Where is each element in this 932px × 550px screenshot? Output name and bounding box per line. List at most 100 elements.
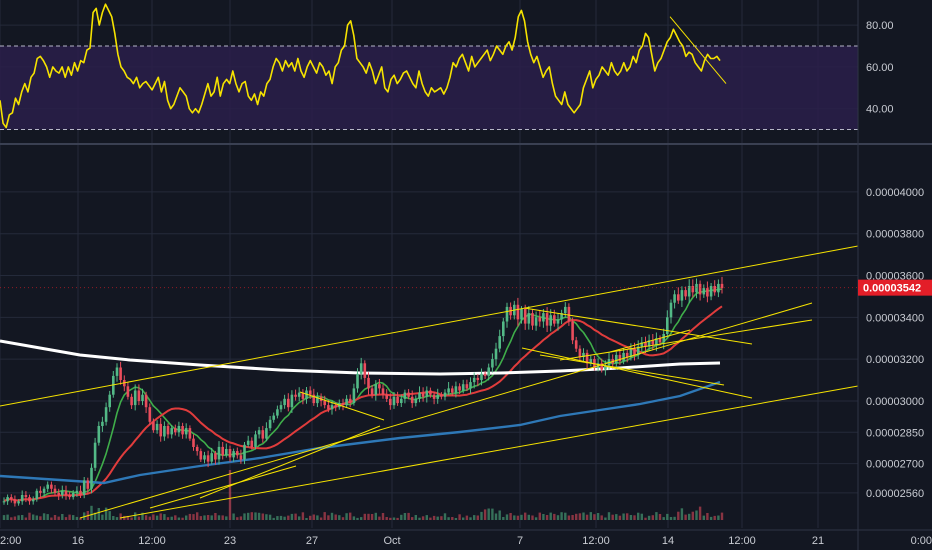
candle-body: [290, 394, 294, 408]
candle-body: [615, 354, 618, 364]
candle-body: [108, 394, 111, 408]
volume-bar: [24, 517, 28, 520]
volume-bar: [553, 513, 556, 520]
trendline-0: [0, 245, 859, 407]
volume-bar: [97, 508, 100, 520]
volume-bar: [323, 512, 326, 520]
volume-bar: [254, 512, 257, 520]
volume-bar: [243, 513, 246, 520]
candle-body: [334, 405, 337, 408]
candle-body: [2, 501, 6, 503]
volume-bar: [305, 518, 308, 520]
volume-bar: [57, 516, 60, 520]
volume-bar: [698, 506, 702, 520]
x-tick-label: 12:00: [138, 535, 166, 547]
volume-bar: [174, 515, 177, 520]
volume-bar: [232, 513, 235, 520]
candle-body: [31, 499, 35, 502]
volume-bar: [352, 516, 356, 520]
candle-body: [633, 348, 636, 355]
candle-body: [345, 398, 348, 406]
volume-bar: [531, 515, 534, 520]
volume-bar: [225, 516, 228, 520]
candle-body: [480, 373, 483, 381]
candle-body: [174, 428, 177, 433]
candle-body: [86, 480, 90, 489]
candle-body: [625, 352, 629, 358]
volume-bar: [545, 515, 549, 520]
volume-bar: [170, 516, 173, 520]
candle-body: [527, 313, 531, 324]
volume-bar: [64, 517, 68, 520]
candle-body: [297, 392, 301, 397]
volume-bar: [294, 513, 297, 520]
volume-bar: [101, 514, 104, 520]
candle-body: [363, 363, 367, 378]
volume-bar: [400, 514, 403, 520]
candle-body: [130, 396, 133, 406]
volume-bar: [396, 517, 399, 520]
volume-bar: [268, 514, 272, 520]
candle-body: [669, 302, 673, 318]
candle-body: [542, 313, 545, 322]
volume-bar: [662, 517, 665, 520]
volume-bar: [582, 512, 585, 520]
volume-bar: [411, 517, 414, 520]
candle-body: [203, 455, 206, 460]
volume-bar: [163, 514, 166, 520]
volume-bar: [695, 510, 698, 520]
candle-body: [472, 377, 476, 383]
volume-bar: [148, 516, 151, 520]
candle-body: [622, 352, 625, 362]
volume-bar: [629, 515, 633, 520]
candle-body: [370, 388, 374, 395]
candle-body: [279, 405, 283, 410]
volume-bar: [185, 515, 188, 520]
price-tick-label: 0.00003600: [866, 271, 924, 283]
candle-body: [75, 490, 79, 493]
volume-bar: [10, 517, 13, 520]
candle-body: [713, 286, 716, 293]
volume-bar: [319, 517, 323, 520]
candle-body: [425, 390, 429, 397]
volume-bar: [349, 512, 352, 520]
volume-bar: [440, 516, 443, 520]
volume-bar: [611, 514, 614, 520]
volume-bar: [2, 515, 6, 520]
volume-bar: [61, 514, 64, 520]
volume-bar: [134, 512, 137, 520]
volume-bar: [370, 514, 374, 520]
volume-bar: [385, 517, 388, 520]
price-tick-label: 0.00003800: [866, 229, 924, 241]
candle-body: [706, 288, 709, 297]
candle-body: [421, 392, 425, 397]
volume-bar: [356, 517, 359, 520]
candle-body: [647, 340, 651, 347]
trendline-4: [199, 425, 381, 499]
volume-bar: [130, 517, 133, 520]
x-tick-label: 27: [306, 535, 318, 547]
candle-body: [35, 490, 39, 500]
volume-bar: [458, 514, 461, 520]
candle-body: [137, 390, 141, 401]
volume-bar: [279, 515, 283, 520]
candle-body: [232, 451, 235, 458]
rsi-tick-label: 60.00: [866, 62, 894, 74]
volume-bar: [126, 515, 130, 520]
candle-body: [68, 495, 71, 498]
candle-body: [655, 338, 658, 345]
trendline-3: [149, 465, 297, 509]
volume-bar: [261, 513, 264, 520]
candle-body: [257, 430, 261, 435]
candlesticks: [2, 276, 724, 507]
rsi-band-fill: [0, 45, 858, 130]
candle-body: [265, 428, 268, 439]
candle-body: [239, 455, 243, 460]
candle-body: [287, 398, 290, 408]
volume-bar: [473, 515, 476, 520]
candle-body: [301, 392, 305, 399]
volume-bar: [119, 513, 122, 520]
price-tick-label: 0.00002700: [866, 459, 924, 471]
volume-bar: [53, 515, 57, 520]
